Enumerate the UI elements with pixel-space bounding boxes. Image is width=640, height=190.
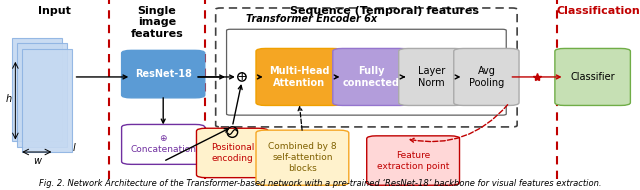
Text: Fig. 2. Network Architecture of the Transformer-based network with a pre-trained: Fig. 2. Network Architecture of the Tran… [39,179,601,188]
Text: ⊕
Concatenation: ⊕ Concatenation [130,134,196,154]
FancyBboxPatch shape [12,38,62,141]
FancyBboxPatch shape [196,128,268,178]
FancyBboxPatch shape [256,130,349,185]
FancyBboxPatch shape [122,50,205,98]
Text: Fully
connected: Fully connected [342,66,400,88]
Text: Classifier: Classifier [570,72,615,82]
Text: l: l [73,143,76,153]
Text: Avg
Pooling: Avg Pooling [468,66,504,88]
Text: Positional
encoding: Positional encoding [211,143,254,163]
Text: Multi-Head
Attention: Multi-Head Attention [269,66,330,88]
FancyBboxPatch shape [399,48,464,105]
Text: Classification: Classification [557,6,640,16]
FancyBboxPatch shape [17,43,67,147]
Text: Transformer Encoder 6x: Transformer Encoder 6x [246,14,378,24]
FancyBboxPatch shape [256,48,342,105]
Text: +: + [237,70,247,83]
FancyBboxPatch shape [333,48,410,105]
Text: Input: Input [38,6,71,16]
Text: ResNet-18: ResNet-18 [135,69,191,79]
Text: Sequence (Temporal) features: Sequence (Temporal) features [289,6,479,16]
Text: Combined by 8
self-attention
blocks: Combined by 8 self-attention blocks [268,142,337,173]
FancyBboxPatch shape [555,48,630,105]
Text: w: w [33,157,41,166]
FancyBboxPatch shape [122,124,205,164]
Text: Single
image
features: Single image features [131,6,183,39]
FancyBboxPatch shape [454,48,519,105]
Text: Layer
Norm: Layer Norm [418,66,445,88]
FancyBboxPatch shape [367,136,460,185]
Text: h: h [6,94,12,104]
FancyBboxPatch shape [22,49,72,152]
Text: Feature
extraction point: Feature extraction point [377,150,449,171]
